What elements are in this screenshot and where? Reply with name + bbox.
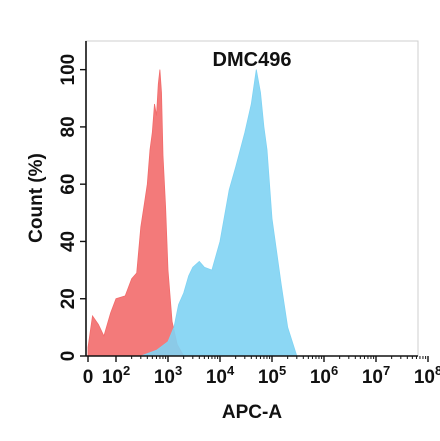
x-tick-label: 0 — [83, 367, 94, 388]
chart-title: DMC496 — [213, 49, 292, 71]
y-tick-label: 20 — [58, 288, 79, 309]
y-tick-label: 100 — [58, 54, 79, 86]
x-tick-label: 103 — [154, 363, 182, 388]
x-tick-label: 106 — [310, 363, 338, 388]
series-area-0 — [87, 69, 185, 357]
series-area-1 — [140, 69, 298, 357]
x-tick-label: 105 — [258, 363, 286, 388]
y-axis-title: Count (%) — [26, 153, 47, 243]
y-tick-label: 0 — [58, 351, 79, 362]
x-axis-title: APC-A — [222, 402, 282, 423]
y-tick-label: 80 — [58, 116, 79, 137]
x-tick-label: 104 — [206, 363, 235, 388]
x-tick-label: 107 — [362, 363, 390, 388]
y-tick-label: 60 — [58, 174, 79, 195]
x-ticks: 0 102 103 104 105 106 107 108 — [83, 356, 440, 388]
y-tick-label: 40 — [58, 231, 79, 252]
x-tick-label: 102 — [102, 363, 130, 388]
x-tick-label: 108 — [414, 363, 440, 388]
y-ticks: 0 20 40 60 80 100 — [58, 54, 86, 362]
series-layer — [87, 69, 298, 357]
